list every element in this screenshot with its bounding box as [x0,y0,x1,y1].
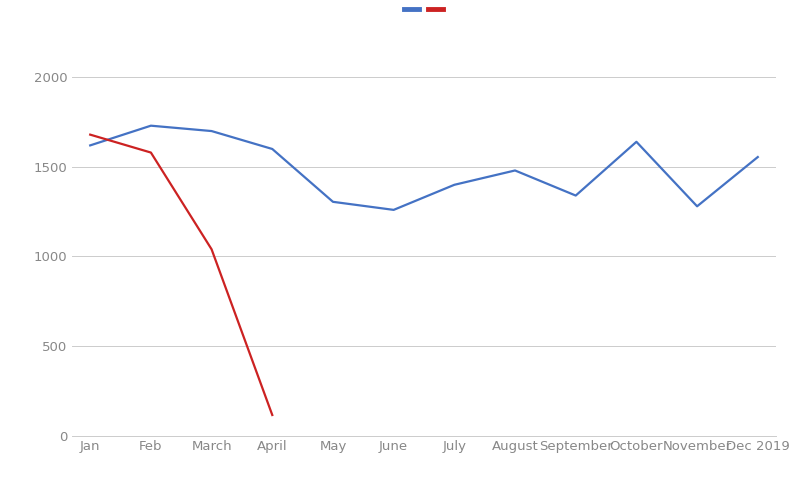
Legend: , : , [399,0,449,21]
